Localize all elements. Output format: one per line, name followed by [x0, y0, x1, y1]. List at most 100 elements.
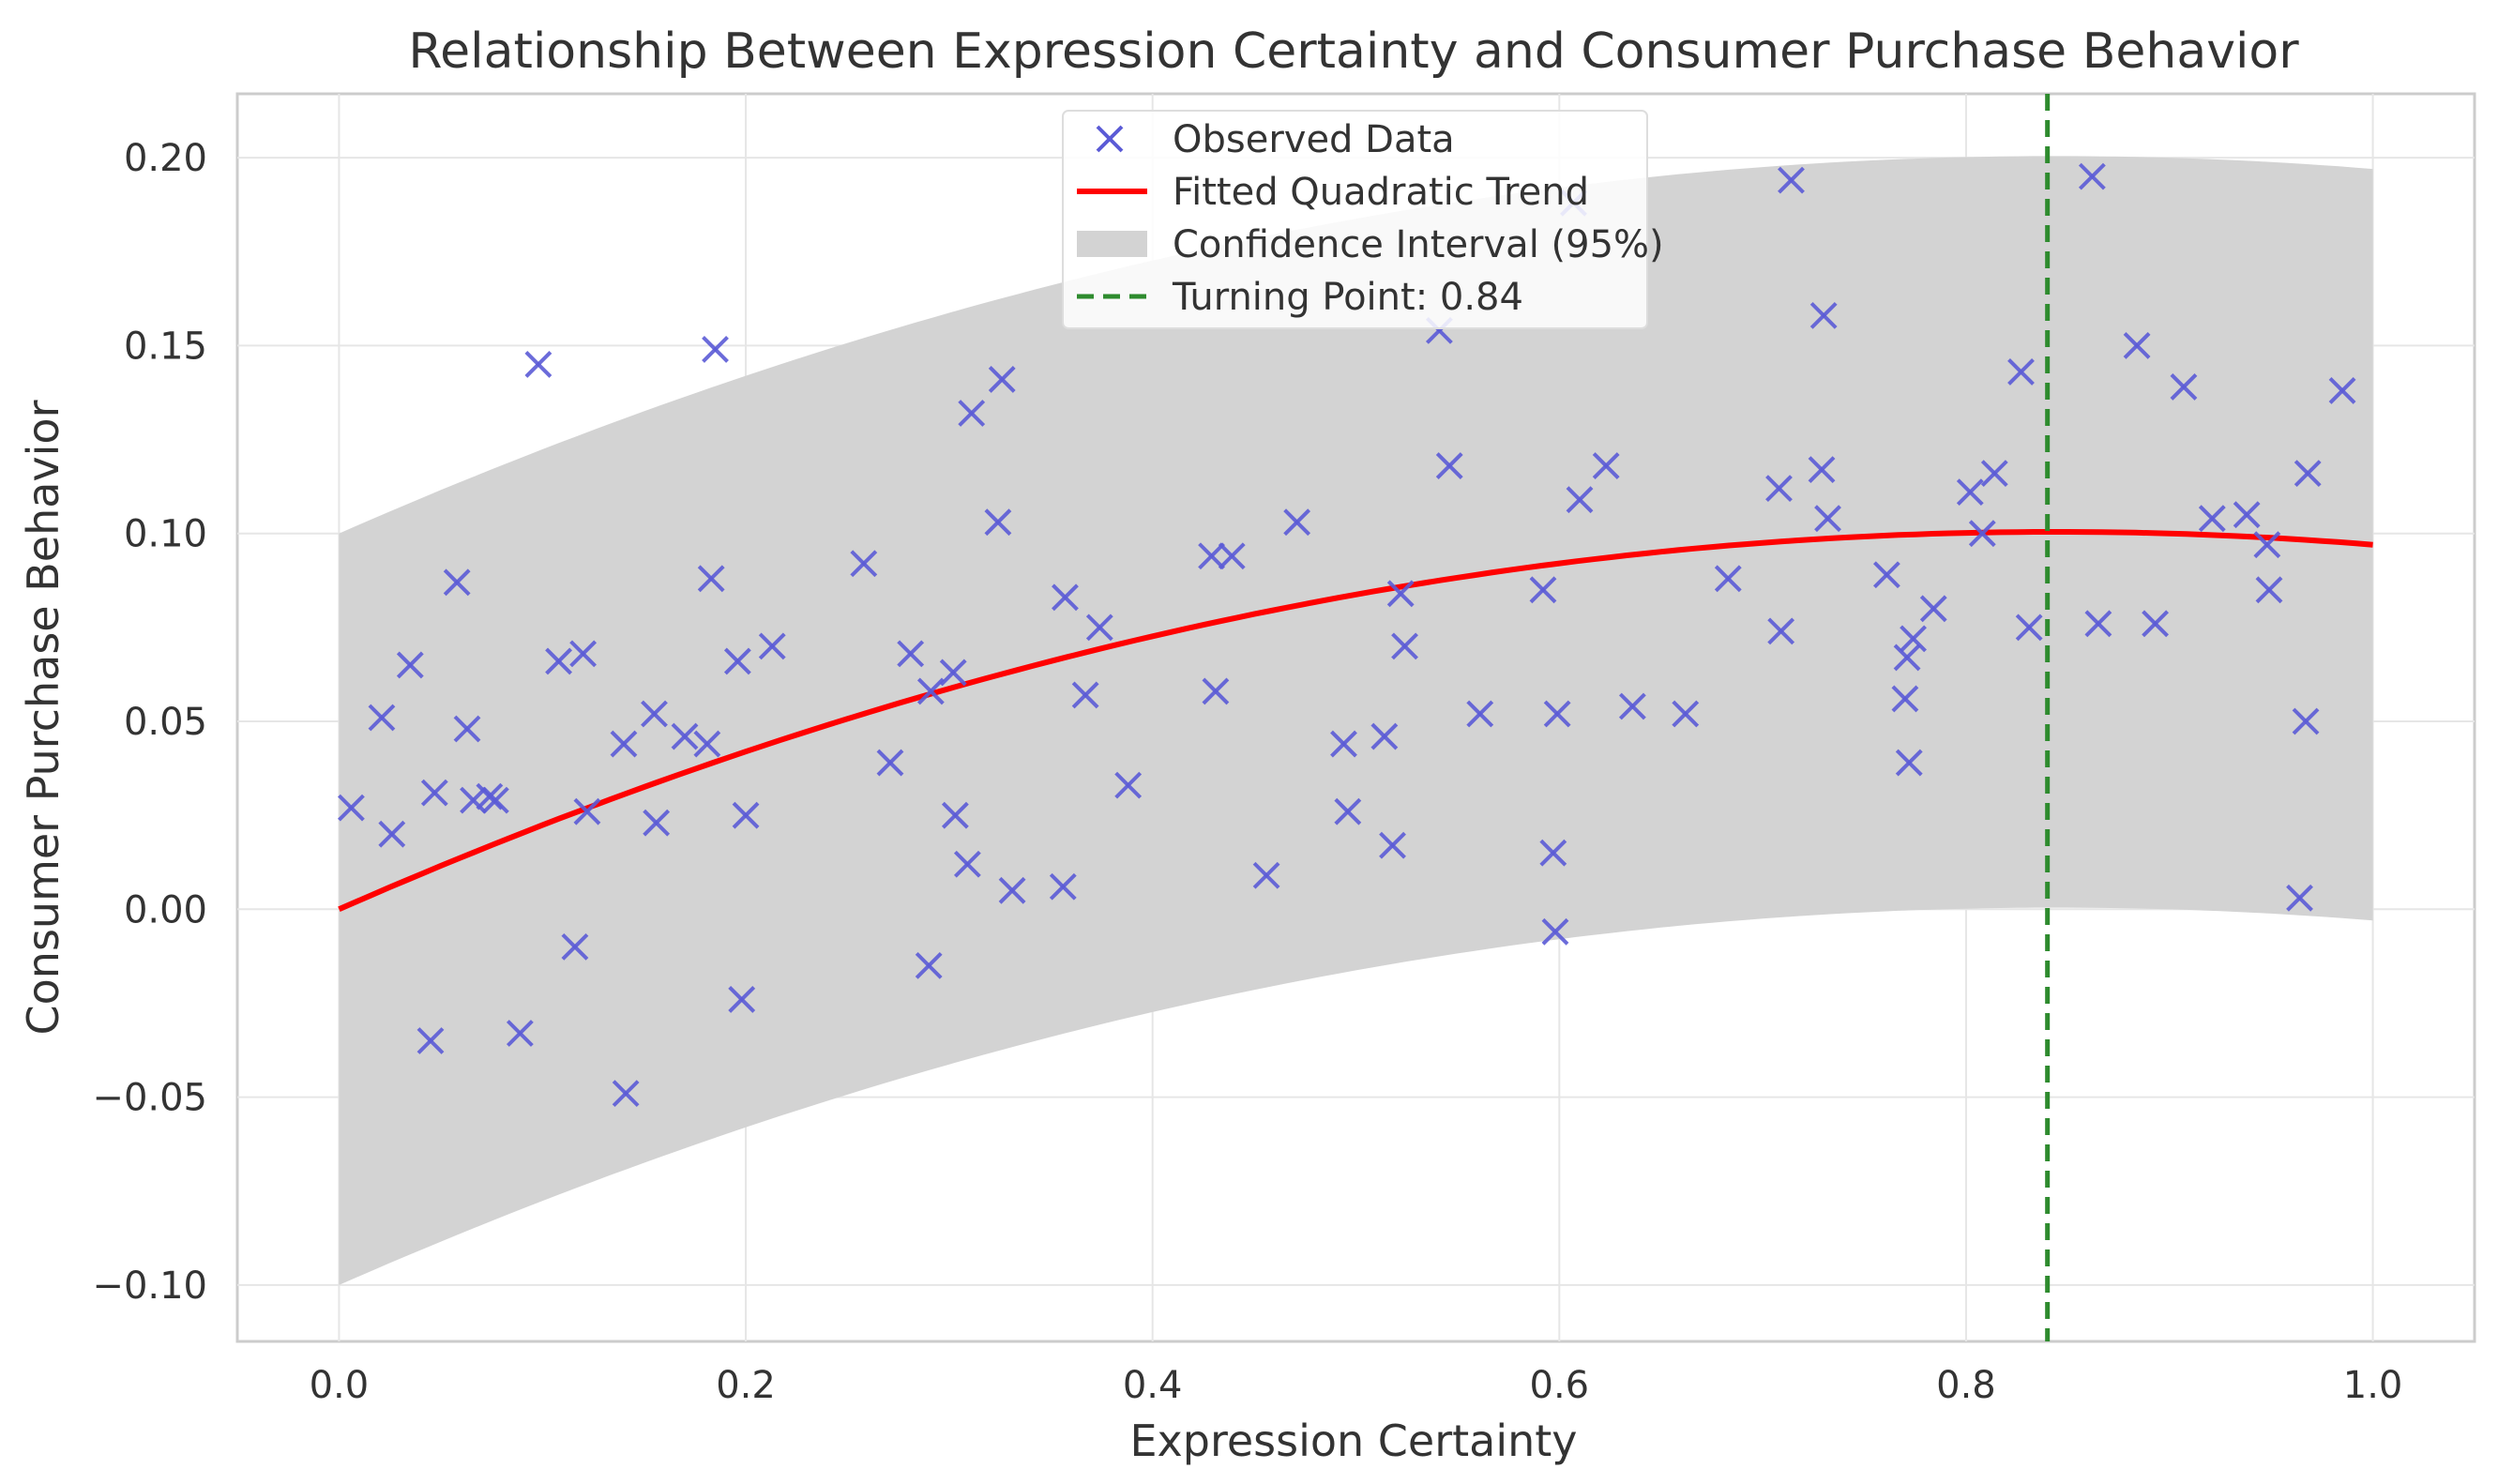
- data-point: [2294, 460, 2322, 488]
- legend-patch-icon: [1077, 231, 1147, 257]
- data-point: [420, 779, 448, 807]
- data-point: [1767, 617, 1795, 645]
- data-point: [1893, 644, 1921, 672]
- legend-box: [1062, 110, 1648, 329]
- data-point: [702, 335, 729, 363]
- data-point: [1891, 685, 1919, 713]
- data-point: [1283, 508, 1311, 537]
- data-point: [368, 704, 396, 732]
- data-point: [1435, 452, 1463, 480]
- data-point: [561, 932, 589, 961]
- data-point: [1198, 542, 1225, 570]
- data-point: [1814, 505, 1841, 533]
- data-point: [2233, 501, 2261, 529]
- data-point: [758, 632, 786, 660]
- chart-title: Relationship Between Expression Certaint…: [408, 23, 2299, 80]
- data-point: [1529, 576, 1557, 604]
- data-point: [1618, 692, 1646, 720]
- data-point: [984, 508, 1012, 537]
- legend: Observed Data Fitted Quadratic Trend Con…: [1062, 110, 1664, 329]
- data-point: [545, 647, 572, 675]
- data-point: [338, 794, 365, 822]
- data-point: [1049, 872, 1077, 901]
- legend-label-turning-point: Turning Point: 0.84: [1172, 276, 1523, 319]
- data-point: [728, 986, 756, 1013]
- data-point: [460, 786, 487, 814]
- data-point: [1370, 722, 1399, 750]
- data-point: [416, 1027, 445, 1054]
- data-point: [876, 749, 904, 777]
- data-point: [1379, 831, 1406, 859]
- data-point: [573, 797, 601, 825]
- data-point: [1052, 583, 1079, 612]
- data-point: [396, 651, 424, 679]
- data-point: [1919, 595, 1947, 623]
- data-point: [671, 722, 699, 750]
- data-point: [453, 715, 481, 743]
- data-point: [1071, 681, 1099, 709]
- data-point: [1114, 771, 1143, 799]
- data-point: [2078, 162, 2106, 190]
- data-point: [953, 850, 981, 878]
- y-tick-label: 0.20: [124, 137, 207, 180]
- data-point: [1541, 917, 1569, 946]
- data-point: [506, 1020, 534, 1047]
- legend-label-trend: Fitted Quadratic Trend: [1173, 171, 1589, 214]
- x-tick-label: 0.0: [310, 1364, 370, 1407]
- x-tick-labels: 0.0 0.2 0.4 0.6 0.8 1.0: [310, 1364, 2403, 1407]
- data-point: [697, 565, 725, 593]
- data-point: [2142, 610, 2170, 638]
- data-point: [1330, 730, 1357, 758]
- data-point: [732, 801, 760, 829]
- data-point: [1466, 700, 1494, 728]
- data-point: [1592, 452, 1620, 480]
- y-tick-labels: −0.10 −0.05 0.00 0.05 0.10 0.15 0.20: [92, 137, 207, 1308]
- data-point: [2292, 707, 2320, 735]
- data-point: [916, 677, 945, 705]
- data-point: [524, 351, 553, 378]
- data-point: [443, 568, 471, 597]
- x-tick-label: 1.0: [2343, 1364, 2403, 1407]
- fitted-quadratic-trend: [338, 529, 2373, 913]
- legend-label-observed: Observed Data: [1173, 118, 1455, 161]
- y-tick-label: −0.05: [92, 1077, 207, 1120]
- data-point: [939, 659, 967, 687]
- data-point: [1765, 475, 1793, 503]
- data-point: [2123, 331, 2151, 359]
- data-point: [641, 700, 668, 728]
- data-point: [643, 809, 671, 837]
- y-tick-label: 0.00: [124, 888, 207, 931]
- data-point: [988, 366, 1016, 393]
- legend-label-confidence: Confidence Interval (95%): [1173, 223, 1664, 266]
- data-point: [1900, 625, 1927, 653]
- data-point: [1778, 166, 1805, 194]
- data-point: [723, 647, 751, 675]
- data-point: [1391, 632, 1418, 660]
- data-point: [693, 730, 721, 758]
- x-axis-label: Expression Certainty: [1129, 1416, 1577, 1466]
- x-tick-label: 0.8: [1936, 1364, 1996, 1407]
- data-point: [1334, 797, 1362, 825]
- data-point: [941, 801, 969, 829]
- data-point: [1566, 486, 1594, 514]
- data-point: [2198, 505, 2226, 533]
- data-point: [1980, 460, 2008, 488]
- data-point: [1202, 677, 1230, 705]
- x-tick-label: 0.4: [1123, 1364, 1183, 1407]
- data-point: [481, 786, 509, 814]
- data-point: [2253, 531, 2281, 559]
- data-point: [1543, 700, 1571, 728]
- data-point: [610, 730, 638, 758]
- y-tick-label: −0.10: [92, 1264, 207, 1308]
- data-point: [1252, 861, 1280, 889]
- y-axis-label: Consumer Purchase Behavior: [18, 400, 68, 1035]
- data-point: [1539, 839, 1567, 867]
- data-point: [1218, 542, 1246, 570]
- data-point: [612, 1080, 640, 1108]
- data-point: [2170, 373, 2198, 401]
- data-point: [897, 640, 925, 668]
- data-point: [998, 876, 1026, 904]
- data-point: [1085, 613, 1113, 642]
- y-tick-label: 0.05: [124, 701, 207, 744]
